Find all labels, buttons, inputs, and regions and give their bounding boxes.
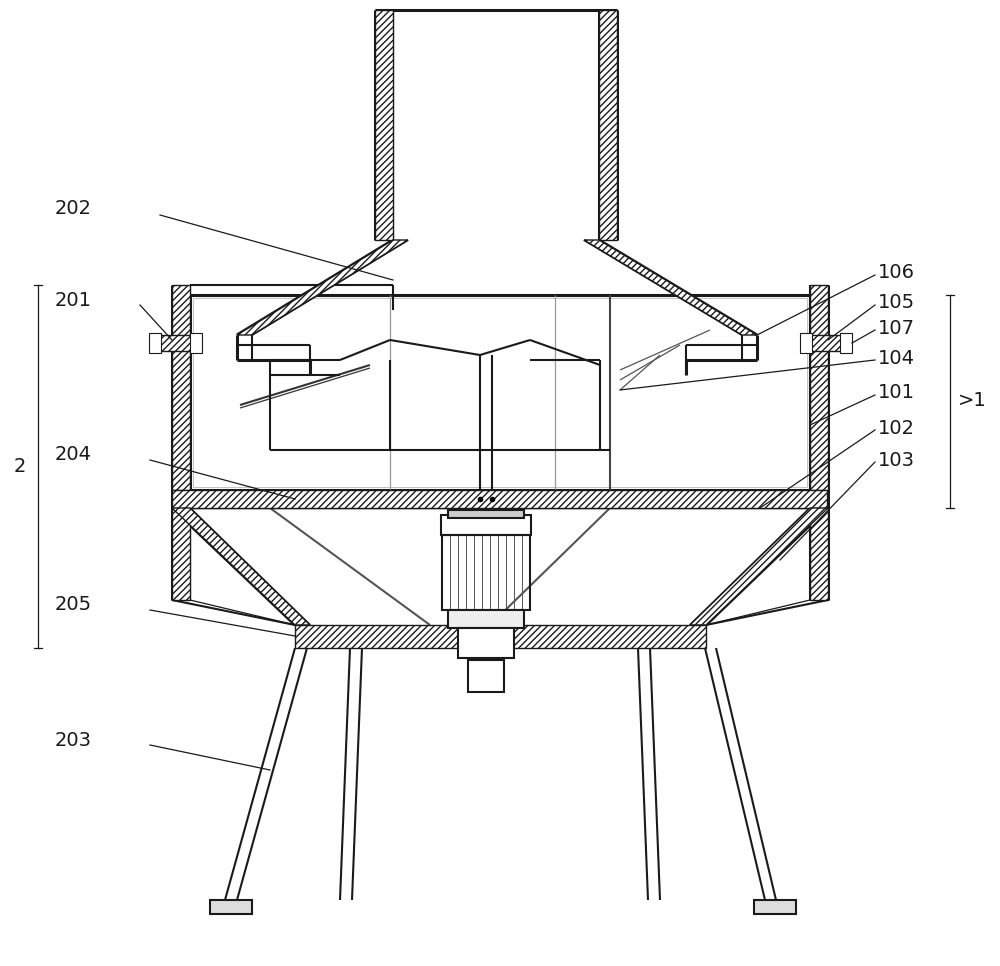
Bar <box>172 285 190 600</box>
Bar <box>599 10 617 240</box>
Bar <box>810 285 828 600</box>
Text: 101: 101 <box>878 384 915 403</box>
Bar <box>754 900 796 914</box>
Bar <box>295 625 706 648</box>
Text: 104: 104 <box>878 349 915 367</box>
Polygon shape <box>172 508 310 625</box>
Polygon shape <box>237 240 408 335</box>
Text: 201: 201 <box>55 291 92 309</box>
Bar <box>800 333 812 353</box>
Bar <box>172 490 827 508</box>
Bar <box>190 333 202 353</box>
Bar <box>375 10 393 240</box>
Bar <box>458 628 514 658</box>
Text: 2: 2 <box>14 457 26 475</box>
Bar <box>442 535 530 610</box>
Bar <box>448 610 524 628</box>
Bar <box>840 333 852 353</box>
Text: 203: 203 <box>55 730 92 750</box>
Bar <box>441 515 531 535</box>
Text: 107: 107 <box>878 319 915 337</box>
Polygon shape <box>690 508 828 625</box>
Text: 204: 204 <box>55 445 92 465</box>
Bar <box>468 660 504 692</box>
Polygon shape <box>584 240 757 335</box>
Text: 202: 202 <box>55 198 92 217</box>
Text: 103: 103 <box>878 450 915 469</box>
Text: >1: >1 <box>958 390 987 410</box>
Bar <box>193 298 807 487</box>
Text: 106: 106 <box>878 264 915 282</box>
Bar <box>210 900 252 914</box>
Text: 105: 105 <box>878 294 915 312</box>
Bar <box>190 295 810 490</box>
Bar <box>172 490 827 508</box>
Bar <box>149 333 161 353</box>
Text: 102: 102 <box>878 418 915 438</box>
Text: 205: 205 <box>55 595 92 614</box>
Bar <box>448 510 524 518</box>
Bar <box>158 335 192 351</box>
Bar <box>808 335 842 351</box>
